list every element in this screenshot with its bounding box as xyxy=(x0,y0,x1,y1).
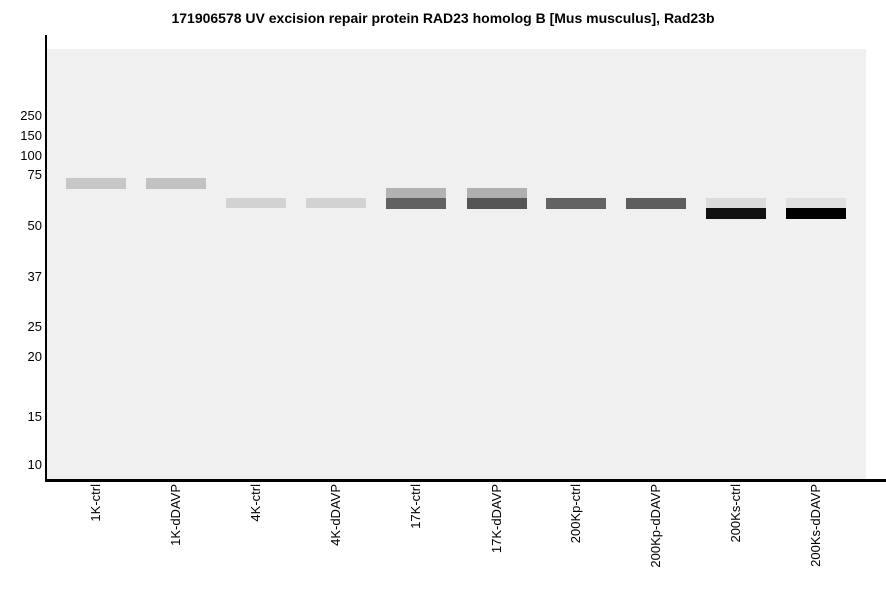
y-tick-label: 25 xyxy=(27,319,42,334)
y-tick-label: 50 xyxy=(27,218,42,233)
x-axis-lane-label: 200Kp-ctrl xyxy=(568,484,583,544)
x-axis-lane-label: 200Ks-ctrl xyxy=(728,484,743,543)
y-tick-label: 150 xyxy=(20,128,42,143)
gel-band xyxy=(706,198,766,208)
gel-band xyxy=(706,208,766,219)
gel-band xyxy=(546,198,606,209)
y-tick-label: 37 xyxy=(27,269,42,284)
x-axis-lane-label: 1K-dDAVP xyxy=(168,484,183,546)
gel-band xyxy=(467,198,527,209)
gel-band xyxy=(306,198,366,208)
y-tick-label: 75 xyxy=(27,167,42,182)
gel-band xyxy=(626,198,686,209)
x-axis-lane-label: 1K-ctrl xyxy=(88,484,103,522)
plot-area xyxy=(47,49,866,480)
x-axis-lane-label: 17K-dDAVP xyxy=(489,484,504,554)
gel-band xyxy=(786,198,846,208)
figure-title: 171906578 UV excision repair protein RAD… xyxy=(171,10,715,26)
y-tick-label: 20 xyxy=(27,349,42,364)
gel-band xyxy=(146,178,206,189)
x-axis-spine xyxy=(45,479,886,482)
y-tick-label: 100 xyxy=(20,148,42,163)
gel-band xyxy=(66,178,126,189)
x-axis-lane-label: 4K-ctrl xyxy=(248,484,263,522)
y-tick-label: 15 xyxy=(27,409,42,424)
gel-band xyxy=(386,198,446,209)
x-axis-lane-label: 4K-dDAVP xyxy=(328,484,343,546)
y-tick-label: 250 xyxy=(20,108,42,123)
gel-band xyxy=(786,208,846,219)
x-axis-lane-label: 200Ks-dDAVP xyxy=(808,484,823,567)
y-tick-label: 10 xyxy=(27,457,42,472)
x-axis-lane-label: 200Kp-dDAVP xyxy=(648,484,663,568)
x-axis-lane-label: 17K-ctrl xyxy=(408,484,423,529)
y-axis-spine xyxy=(45,35,47,482)
gel-band xyxy=(467,188,527,198)
gel-band xyxy=(386,188,446,198)
gel-band xyxy=(226,198,286,208)
